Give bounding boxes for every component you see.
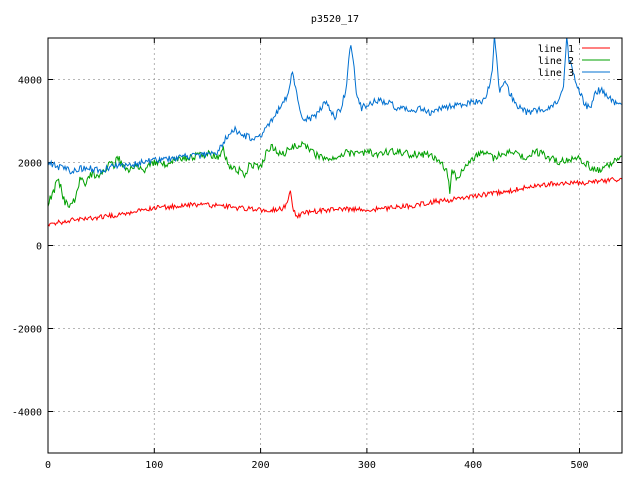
- x-tick-label: 300: [358, 460, 376, 471]
- series-lines: [48, 38, 622, 227]
- x-tick-label: 500: [570, 460, 588, 471]
- y-tick-label: 0: [36, 242, 42, 253]
- x-tick-label: 100: [145, 460, 163, 471]
- legend-label: line 1: [538, 44, 574, 55]
- grid: [47, 38, 622, 453]
- y-tick-label: 4000: [18, 76, 42, 87]
- series-line-1: [48, 176, 622, 227]
- y-tick-label: -4000: [12, 408, 42, 419]
- y-tick-label: 2000: [18, 159, 42, 170]
- chart-title: p3520_17: [311, 14, 359, 25]
- x-tick-label: 400: [464, 460, 482, 471]
- series-line-2: [48, 140, 622, 209]
- series-line-3: [48, 38, 622, 175]
- x-tick-label: 200: [252, 460, 270, 471]
- legend-label: line 2: [538, 56, 574, 67]
- y-tick-label: -2000: [12, 325, 42, 336]
- legend-label: line 3: [538, 68, 574, 79]
- axis-tick-labels: 0 100 200 300 400 500 -4000 -2000 0 2000 4000: [12, 76, 589, 472]
- plot-frame: [47, 37, 623, 454]
- x-tick-label: 0: [45, 460, 51, 471]
